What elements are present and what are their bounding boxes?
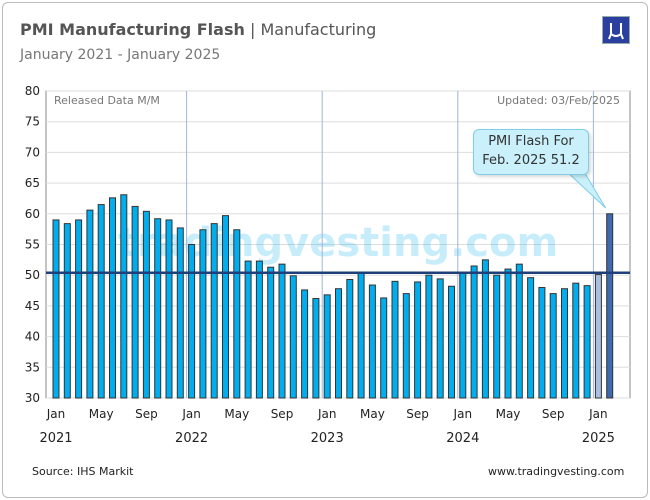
bar-may-2021 bbox=[97, 204, 105, 399]
bar-aug-2022 bbox=[267, 266, 275, 399]
x-tick-label: May bbox=[360, 407, 385, 421]
x-tick-label: Sep bbox=[542, 407, 565, 421]
bar-oct-2022 bbox=[289, 275, 297, 399]
title-separator: | bbox=[244, 20, 261, 39]
bar-may-2023 bbox=[368, 284, 376, 399]
trident-u-logo-icon bbox=[602, 16, 630, 44]
bar-may-2024 bbox=[504, 268, 512, 399]
y-tick-label: 70 bbox=[25, 145, 40, 159]
x-tick-label: Jan bbox=[453, 407, 473, 421]
released-data-note: Released Data M/M bbox=[54, 94, 160, 107]
bar-nov-2021 bbox=[165, 219, 173, 399]
bar-aug-2024 bbox=[538, 286, 546, 399]
bar-feb-2022 bbox=[199, 229, 207, 399]
bar-jun-2024 bbox=[515, 263, 523, 399]
bar-dec-2022 bbox=[312, 298, 320, 399]
bar-oct-2023 bbox=[425, 274, 433, 399]
title-category: Manufacturing bbox=[260, 20, 377, 39]
bar-oct-2024 bbox=[561, 288, 568, 399]
y-tick-label: 65 bbox=[25, 176, 40, 190]
y-tick-label: 80 bbox=[25, 84, 40, 98]
x-tick-label: May bbox=[496, 407, 521, 421]
bar-jan-2023 bbox=[323, 294, 331, 399]
y-tick-label: 40 bbox=[25, 330, 40, 344]
x-tick-label: Sep bbox=[135, 407, 158, 421]
bar-jun-2023 bbox=[380, 297, 388, 399]
bar-sep-2021 bbox=[142, 210, 150, 399]
bar-feb-2023 bbox=[335, 288, 342, 399]
bar-aug-2023 bbox=[402, 293, 410, 399]
x-tick-label: Jan bbox=[46, 407, 66, 421]
year-label: 2022 bbox=[175, 431, 208, 446]
bar-apr-2024 bbox=[493, 274, 501, 399]
watermark: tradingvesting.com bbox=[118, 220, 558, 266]
bar-jun-2022 bbox=[244, 260, 252, 399]
y-tick-label: 55 bbox=[25, 238, 40, 252]
bar-dec-2023 bbox=[448, 285, 455, 399]
bar-jul-2023 bbox=[391, 280, 399, 399]
year-label: 2024 bbox=[446, 431, 479, 446]
y-tick-label: 35 bbox=[25, 360, 40, 374]
bar-sep-2022 bbox=[278, 263, 286, 399]
bar-jan-2022 bbox=[188, 244, 196, 399]
y-tick-label: 75 bbox=[25, 115, 40, 129]
bar-mar-2022 bbox=[210, 223, 218, 399]
bar-feb-2024 bbox=[470, 265, 478, 399]
y-tick-label: 50 bbox=[25, 268, 40, 282]
x-tick-label: Sep bbox=[406, 407, 429, 421]
bar-jan-2025 bbox=[594, 274, 602, 399]
bar-oct-2021 bbox=[154, 218, 162, 399]
bar-nov-2024 bbox=[572, 282, 580, 399]
bar-jan-2021 bbox=[52, 219, 60, 399]
bar-sep-2024 bbox=[549, 293, 557, 399]
year-label: 2021 bbox=[39, 431, 72, 446]
bar-apr-2022 bbox=[222, 215, 229, 399]
chart-title: PMI Manufacturing Flash | Manufacturing bbox=[20, 20, 376, 39]
flash-annotation: PMI Flash For Feb. 2025 51.2 bbox=[473, 129, 589, 175]
x-tick-label: Sep bbox=[271, 407, 294, 421]
x-tick-label: May bbox=[89, 407, 114, 421]
year-label: 2025 bbox=[582, 431, 615, 446]
x-tick-label: Jan bbox=[181, 407, 201, 421]
annotation-line1: PMI Flash For bbox=[488, 134, 574, 149]
y-tick-label: 45 bbox=[25, 299, 40, 313]
chart-subtitle: January 2021 - January 2025 bbox=[20, 47, 221, 63]
bar-feb-2025 bbox=[606, 213, 614, 399]
x-tick-label: May bbox=[224, 407, 249, 421]
bar-dec-2024 bbox=[583, 285, 591, 399]
bar-apr-2021 bbox=[86, 209, 94, 399]
bar-jun-2021 bbox=[109, 197, 116, 399]
bar-dec-2021 bbox=[176, 227, 184, 399]
x-tick-label: Jan bbox=[317, 407, 337, 421]
bar-may-2022 bbox=[233, 229, 241, 399]
y-tick-label: 60 bbox=[25, 207, 40, 221]
bar-feb-2021 bbox=[63, 223, 71, 399]
bar-nov-2022 bbox=[301, 289, 309, 399]
bar-sep-2023 bbox=[414, 281, 422, 399]
bar-apr-2023 bbox=[357, 272, 365, 399]
bar-mar-2023 bbox=[346, 278, 354, 399]
bar-jan-2024 bbox=[459, 272, 467, 399]
website-label: www.tradingvesting.com bbox=[488, 465, 625, 478]
bar-jul-2022 bbox=[255, 260, 263, 399]
updated-note: Updated: 03/Feb/2025 bbox=[497, 94, 620, 107]
bar-aug-2021 bbox=[131, 205, 139, 399]
bar-jul-2024 bbox=[527, 277, 535, 399]
title-main: PMI Manufacturing Flash bbox=[20, 20, 245, 39]
source-label: Source: IHS Markit bbox=[32, 465, 134, 478]
year-label: 2023 bbox=[311, 431, 344, 446]
bar-mar-2024 bbox=[481, 259, 489, 399]
annotation-line2: Feb. 2025 51.2 bbox=[482, 153, 580, 168]
bar-mar-2021 bbox=[75, 219, 83, 399]
y-tick-label: 30 bbox=[25, 391, 40, 405]
x-tick-label: Jan bbox=[588, 407, 608, 421]
bar-jul-2021 bbox=[120, 194, 128, 399]
bar-nov-2023 bbox=[436, 278, 444, 399]
